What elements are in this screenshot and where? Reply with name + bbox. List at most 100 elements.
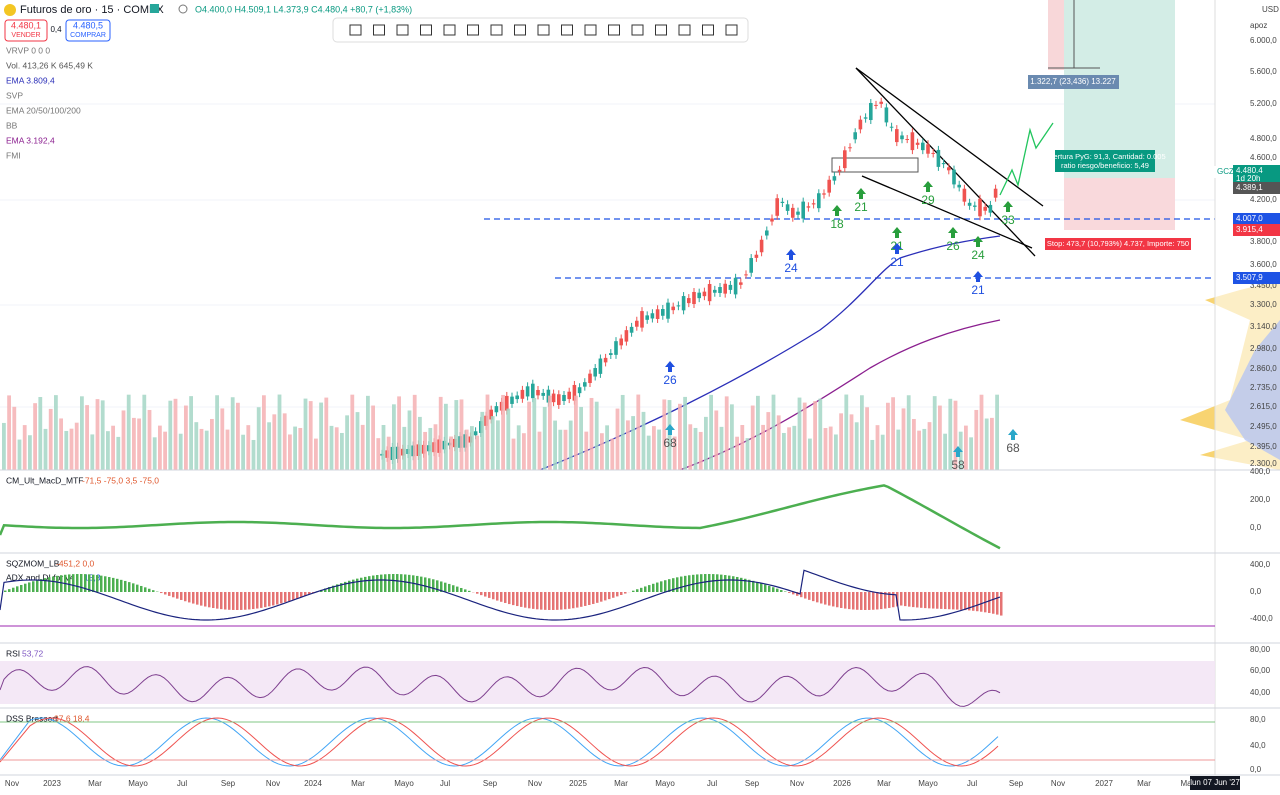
- volume-bar: [558, 429, 563, 470]
- volume-bar: [984, 418, 989, 470]
- time-tick-label: Jul: [440, 779, 450, 788]
- sqz-bar: [640, 587, 643, 592]
- volume-bar: [308, 401, 313, 470]
- sqz-bar: [520, 592, 523, 607]
- volume: [2, 394, 999, 470]
- tool-icon: [396, 24, 409, 36]
- sqz-bar: [504, 592, 507, 603]
- sqz-bar: [420, 576, 423, 592]
- sqz-bar: [976, 592, 979, 612]
- buy-price: 4.480,5: [73, 20, 103, 30]
- sqz-bar: [888, 592, 891, 608]
- candle-body: [848, 147, 852, 149]
- sell-button[interactable]: [4, 19, 48, 42]
- tool-icon: [373, 24, 385, 36]
- wave-arrow: [786, 249, 796, 260]
- candle-body: [978, 198, 982, 217]
- panel-title: DSS Bressert: [6, 713, 58, 723]
- drawing-toolbar[interactable]: [332, 17, 749, 43]
- sqz-bar: [432, 579, 435, 592]
- candle-body: [661, 309, 665, 316]
- sqz-bar: [268, 592, 271, 607]
- time-tick-label: Nov: [1051, 779, 1065, 788]
- volume-bar: [329, 425, 334, 470]
- sqz-bar: [764, 584, 767, 592]
- candle-body: [754, 254, 759, 258]
- candle-body: [921, 142, 925, 151]
- candle-body: [858, 119, 863, 130]
- candle-body: [796, 211, 800, 215]
- tool-icon: [467, 24, 479, 36]
- sqz-bar: [624, 592, 627, 594]
- volume-bar: [80, 396, 84, 470]
- volume-bar: [397, 396, 401, 470]
- sqz-bar: [756, 582, 759, 592]
- sqz-bar: [68, 574, 71, 592]
- volume-bar: [111, 425, 115, 470]
- sqz-bar: [964, 592, 967, 611]
- dss-line: [0, 717, 999, 767]
- candle-body: [531, 383, 535, 399]
- candle-body: [728, 284, 733, 290]
- price-tag: 3.507,9: [1236, 273, 1263, 282]
- candle-body: [952, 169, 956, 185]
- wave-label: 68: [1006, 441, 1020, 455]
- sqz-bar: [584, 592, 587, 606]
- candle-body: [843, 150, 847, 169]
- volume-bar: [761, 424, 765, 470]
- price-tag: 3.915,4: [1236, 225, 1263, 234]
- candle-body: [536, 389, 540, 396]
- sell-price: 4.480,1: [11, 20, 41, 30]
- sqz-bar: [920, 592, 923, 608]
- candle-body: [739, 282, 743, 285]
- volume-bar: [745, 438, 750, 470]
- candle-body: [936, 149, 941, 167]
- volume-bar: [459, 399, 464, 470]
- price-tag: 4.007,0: [1236, 214, 1263, 223]
- volume-bar: [766, 412, 771, 470]
- time-tick-label: 2025: [569, 779, 587, 788]
- candle-body: [593, 368, 597, 377]
- volume-bar: [449, 436, 453, 470]
- sqz-bar: [448, 583, 451, 592]
- volume-bar: [683, 396, 687, 470]
- candle-body: [853, 132, 857, 140]
- tool-icon: [725, 24, 738, 36]
- sqz-bar: [308, 592, 311, 595]
- trend-line: [861, 175, 1033, 249]
- price-axis-bg: [1215, 0, 1280, 795]
- sqz-bar: [564, 592, 567, 610]
- sqz-bar: [20, 584, 23, 592]
- sqz-bar: [732, 576, 735, 592]
- volume-bar: [990, 417, 994, 470]
- volume-bar: [22, 425, 27, 470]
- sqz-bar: [680, 576, 683, 592]
- candle-body: [801, 201, 805, 219]
- volume-bar: [995, 394, 999, 470]
- price-tick-label: 2.735,0: [1250, 383, 1277, 392]
- price-tick-label: 3.300,0: [1250, 300, 1277, 309]
- candle-body: [510, 396, 514, 404]
- sqz-bar: [720, 574, 723, 592]
- volume-bar: [667, 400, 672, 470]
- volume-bar: [652, 426, 656, 470]
- volume-bar: [823, 428, 828, 470]
- sqz-bar: [392, 574, 395, 592]
- sqz-bar: [1000, 592, 1003, 616]
- sqz-bar: [788, 592, 791, 593]
- volume-bar: [95, 399, 100, 470]
- sqz-bar: [440, 581, 443, 592]
- volume-bar: [345, 415, 349, 470]
- sqz-bar: [140, 585, 143, 592]
- sqz-bar: [856, 592, 859, 610]
- sqz-bar: [264, 592, 267, 608]
- volume-bar: [953, 400, 958, 470]
- buy-button[interactable]: [65, 19, 111, 42]
- candle-body: [640, 311, 644, 328]
- price-tick-label: 2.615,0: [1250, 402, 1277, 411]
- volume-bar: [927, 422, 932, 470]
- time-tick-label: Nov: [790, 779, 804, 788]
- trend-line: [855, 67, 1044, 207]
- sqz-bar: [540, 592, 543, 610]
- volume-bar: [854, 422, 859, 470]
